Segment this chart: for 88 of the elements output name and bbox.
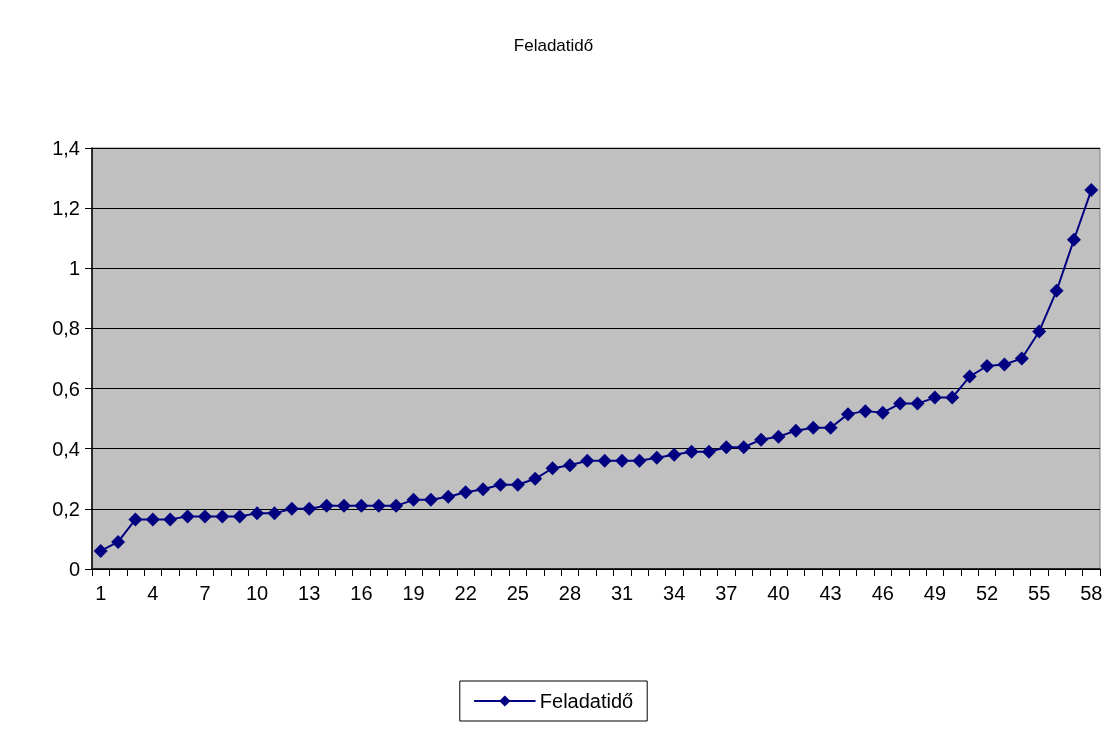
x-tick-label: 22: [454, 582, 477, 604]
point: [128, 512, 143, 527]
x-tick-label: 19: [402, 582, 425, 604]
y-tick-label: 1,2: [52, 197, 80, 220]
point: [250, 506, 265, 521]
x-tick-label: 7: [199, 582, 211, 604]
point: [667, 447, 682, 462]
point: [1049, 283, 1064, 298]
point: [267, 506, 282, 521]
point: [93, 543, 108, 558]
y-tick-label: 0: [68, 558, 80, 580]
point: [597, 453, 612, 468]
x-tick-label: 1: [95, 582, 107, 604]
point: [736, 440, 751, 455]
point: [111, 534, 126, 549]
x-tick-label: 34: [663, 582, 686, 604]
point: [615, 453, 630, 468]
point: [997, 357, 1012, 372]
point: [215, 509, 230, 524]
y-tick-label: 1: [68, 257, 80, 280]
point: [145, 512, 160, 527]
point: [458, 485, 473, 500]
y-tick-label: 1,4: [52, 137, 80, 159]
point: [875, 405, 890, 420]
legend-label: Feladatidő: [539, 690, 634, 712]
point: [302, 501, 317, 516]
point: [684, 444, 699, 459]
point: [962, 369, 977, 384]
point: [510, 477, 525, 492]
x-tick-label: 58: [1080, 582, 1103, 604]
point: [719, 440, 734, 455]
point: [980, 359, 995, 374]
point: [284, 501, 299, 516]
point: [858, 404, 873, 419]
point: [476, 482, 491, 497]
chart-title: Feladatidő: [513, 36, 594, 55]
point: [406, 492, 421, 507]
x-tick-label: 40: [767, 582, 790, 604]
point: [232, 509, 247, 524]
x-tick-label: 28: [558, 582, 582, 604]
point: [319, 498, 334, 513]
x-tick-label: 49: [923, 582, 947, 604]
x-tick-label: 46: [871, 582, 894, 604]
point: [545, 461, 560, 476]
x-tick-label: 55: [1028, 582, 1051, 604]
point: [580, 453, 595, 468]
x-tick-label: 4: [147, 582, 159, 604]
point: [1084, 183, 1099, 198]
point: [771, 429, 786, 444]
x-tick-label: 10: [245, 582, 269, 604]
y-tick-label: 0,8: [52, 317, 80, 340]
x-tick-label: 52: [975, 582, 999, 604]
x-tick-label: 37: [715, 582, 738, 604]
point: [823, 420, 838, 435]
y-tick-label: 0,2: [52, 497, 80, 520]
point: [1032, 324, 1047, 339]
point: [788, 423, 803, 438]
point: [197, 509, 212, 524]
point: [371, 498, 386, 513]
point: [528, 471, 543, 486]
point: [927, 390, 942, 405]
point: [806, 420, 821, 435]
point: [423, 492, 438, 507]
point: [945, 390, 960, 405]
x-tick-label: 43: [819, 582, 842, 604]
y-tick-label: 0,4: [52, 437, 80, 460]
point: [893, 396, 908, 411]
x-tick-label: 25: [506, 582, 529, 604]
point: [1066, 232, 1081, 247]
point: [841, 407, 855, 422]
y-tick-label: 0,6: [52, 377, 80, 400]
x-tick-label: 16: [350, 582, 373, 604]
point: [562, 458, 577, 473]
point: [1014, 351, 1029, 366]
point: [493, 477, 508, 492]
point: [163, 512, 178, 527]
point: [337, 498, 351, 513]
point: [441, 489, 456, 504]
point: [701, 444, 716, 459]
point: [754, 432, 769, 447]
point: [632, 453, 647, 468]
x-tick-label: 13: [298, 582, 321, 604]
point: [649, 450, 664, 465]
point: [180, 509, 195, 524]
x-tick-label: 31: [610, 582, 634, 604]
point: [354, 498, 369, 513]
point: [910, 396, 925, 411]
point: [389, 498, 404, 513]
